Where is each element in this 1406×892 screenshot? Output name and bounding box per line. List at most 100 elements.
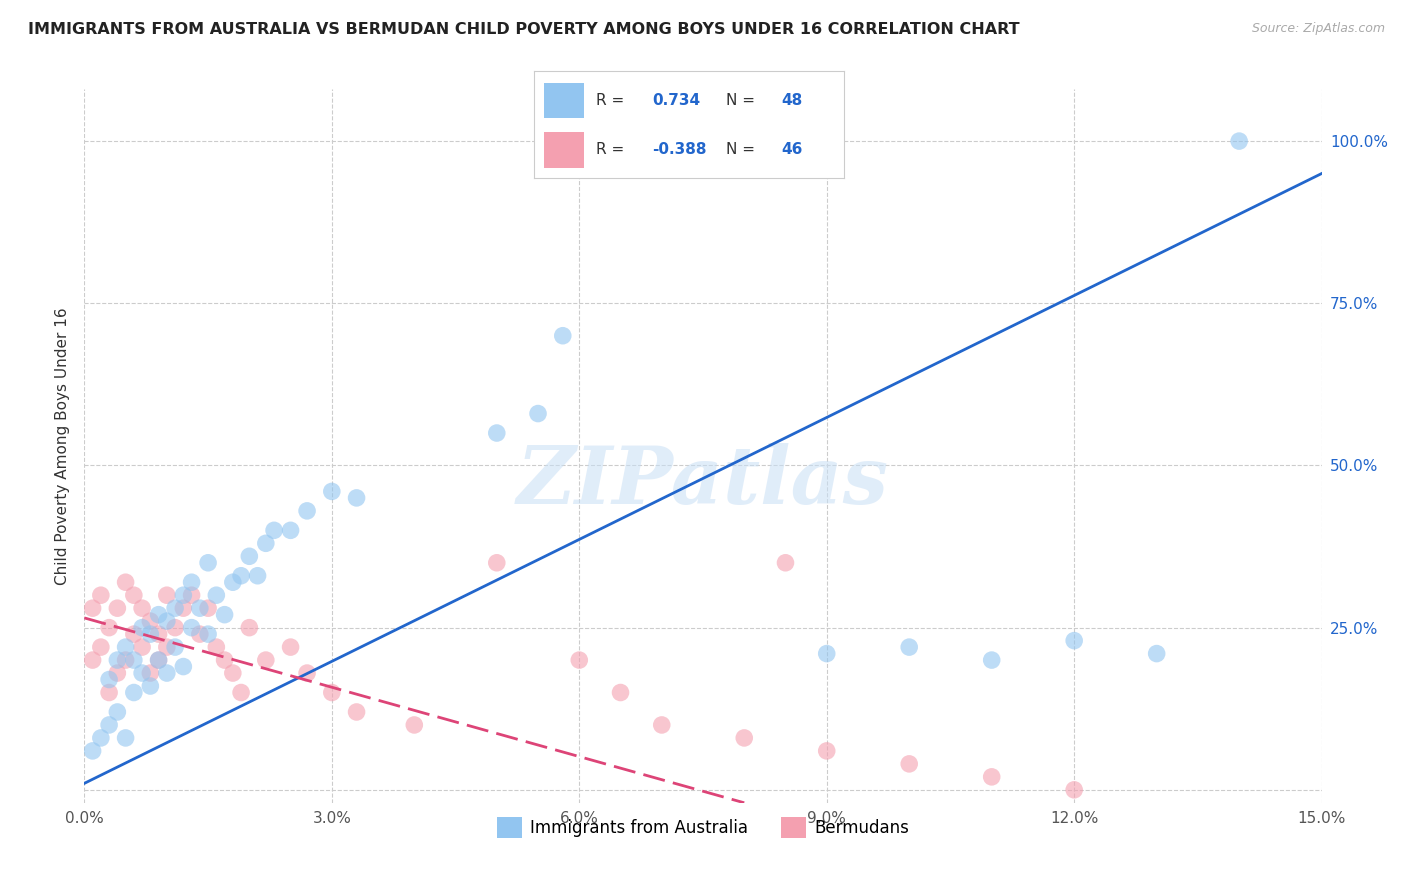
Point bbox=[229, 568, 252, 582]
Point bbox=[295, 666, 318, 681]
Point bbox=[156, 640, 179, 654]
Point bbox=[214, 653, 236, 667]
Text: Source: ZipAtlas.com: Source: ZipAtlas.com bbox=[1251, 22, 1385, 36]
Text: 0.734: 0.734 bbox=[652, 93, 700, 108]
Point bbox=[172, 659, 194, 673]
Point bbox=[815, 647, 838, 661]
Point bbox=[321, 685, 343, 699]
Point bbox=[114, 640, 136, 654]
Point bbox=[139, 627, 162, 641]
Point bbox=[131, 601, 153, 615]
Point bbox=[527, 407, 550, 421]
Point bbox=[280, 640, 302, 654]
Point bbox=[1227, 134, 1250, 148]
Point bbox=[98, 685, 121, 699]
Y-axis label: Child Poverty Among Boys Under 16: Child Poverty Among Boys Under 16 bbox=[55, 307, 70, 585]
Point bbox=[82, 653, 104, 667]
Point bbox=[90, 588, 112, 602]
Text: R =: R = bbox=[596, 93, 630, 108]
Point bbox=[122, 627, 145, 641]
Point bbox=[139, 666, 162, 681]
Point bbox=[733, 731, 755, 745]
Point bbox=[485, 556, 508, 570]
Point bbox=[222, 666, 245, 681]
Point bbox=[197, 556, 219, 570]
Point bbox=[188, 601, 211, 615]
Point bbox=[148, 607, 170, 622]
Point bbox=[263, 524, 285, 538]
Point bbox=[1063, 633, 1085, 648]
Point bbox=[165, 621, 187, 635]
Point bbox=[148, 627, 170, 641]
Point bbox=[254, 536, 277, 550]
Text: N =: N = bbox=[725, 142, 759, 157]
Point bbox=[165, 601, 187, 615]
Point bbox=[651, 718, 673, 732]
Point bbox=[114, 575, 136, 590]
Point bbox=[148, 653, 170, 667]
Point bbox=[205, 640, 228, 654]
Point bbox=[238, 549, 260, 564]
Point bbox=[139, 679, 162, 693]
Point bbox=[229, 685, 252, 699]
Point bbox=[404, 718, 426, 732]
Point bbox=[485, 425, 508, 440]
Point bbox=[568, 653, 591, 667]
Point bbox=[180, 621, 202, 635]
Point bbox=[105, 601, 128, 615]
Point bbox=[122, 653, 145, 667]
Point bbox=[114, 653, 136, 667]
Point bbox=[609, 685, 631, 699]
Point bbox=[214, 607, 236, 622]
Point bbox=[1146, 647, 1168, 661]
Point bbox=[139, 614, 162, 628]
Point bbox=[98, 673, 121, 687]
Point bbox=[172, 601, 194, 615]
Point bbox=[254, 653, 277, 667]
Point bbox=[205, 588, 228, 602]
Point bbox=[90, 640, 112, 654]
Point bbox=[105, 653, 128, 667]
Point bbox=[280, 524, 302, 538]
Point bbox=[188, 627, 211, 641]
Point bbox=[180, 575, 202, 590]
Point bbox=[105, 666, 128, 681]
Point bbox=[197, 627, 219, 641]
Point bbox=[82, 744, 104, 758]
Text: -0.388: -0.388 bbox=[652, 142, 706, 157]
Point bbox=[775, 556, 797, 570]
Text: ZIPatlas: ZIPatlas bbox=[517, 443, 889, 520]
Point bbox=[172, 588, 194, 602]
Point bbox=[246, 568, 269, 582]
Point bbox=[222, 575, 245, 590]
Text: R =: R = bbox=[596, 142, 630, 157]
Point bbox=[238, 621, 260, 635]
Point bbox=[105, 705, 128, 719]
Point bbox=[346, 705, 368, 719]
Point bbox=[180, 588, 202, 602]
Point bbox=[114, 731, 136, 745]
Text: N =: N = bbox=[725, 93, 759, 108]
Point bbox=[122, 588, 145, 602]
Point bbox=[156, 588, 179, 602]
Point bbox=[148, 653, 170, 667]
Text: 48: 48 bbox=[782, 93, 803, 108]
FancyBboxPatch shape bbox=[544, 132, 583, 168]
Point bbox=[898, 756, 921, 771]
Point bbox=[165, 640, 187, 654]
Point bbox=[898, 640, 921, 654]
Point bbox=[815, 744, 838, 758]
Point bbox=[131, 666, 153, 681]
Point bbox=[197, 601, 219, 615]
Text: 46: 46 bbox=[782, 142, 803, 157]
Point bbox=[321, 484, 343, 499]
FancyBboxPatch shape bbox=[544, 83, 583, 119]
Point bbox=[122, 685, 145, 699]
Legend: Immigrants from Australia, Bermudans: Immigrants from Australia, Bermudans bbox=[489, 811, 917, 845]
Point bbox=[980, 770, 1002, 784]
Point bbox=[980, 653, 1002, 667]
Point bbox=[295, 504, 318, 518]
Point bbox=[90, 731, 112, 745]
Point bbox=[98, 621, 121, 635]
Point bbox=[1063, 782, 1085, 797]
